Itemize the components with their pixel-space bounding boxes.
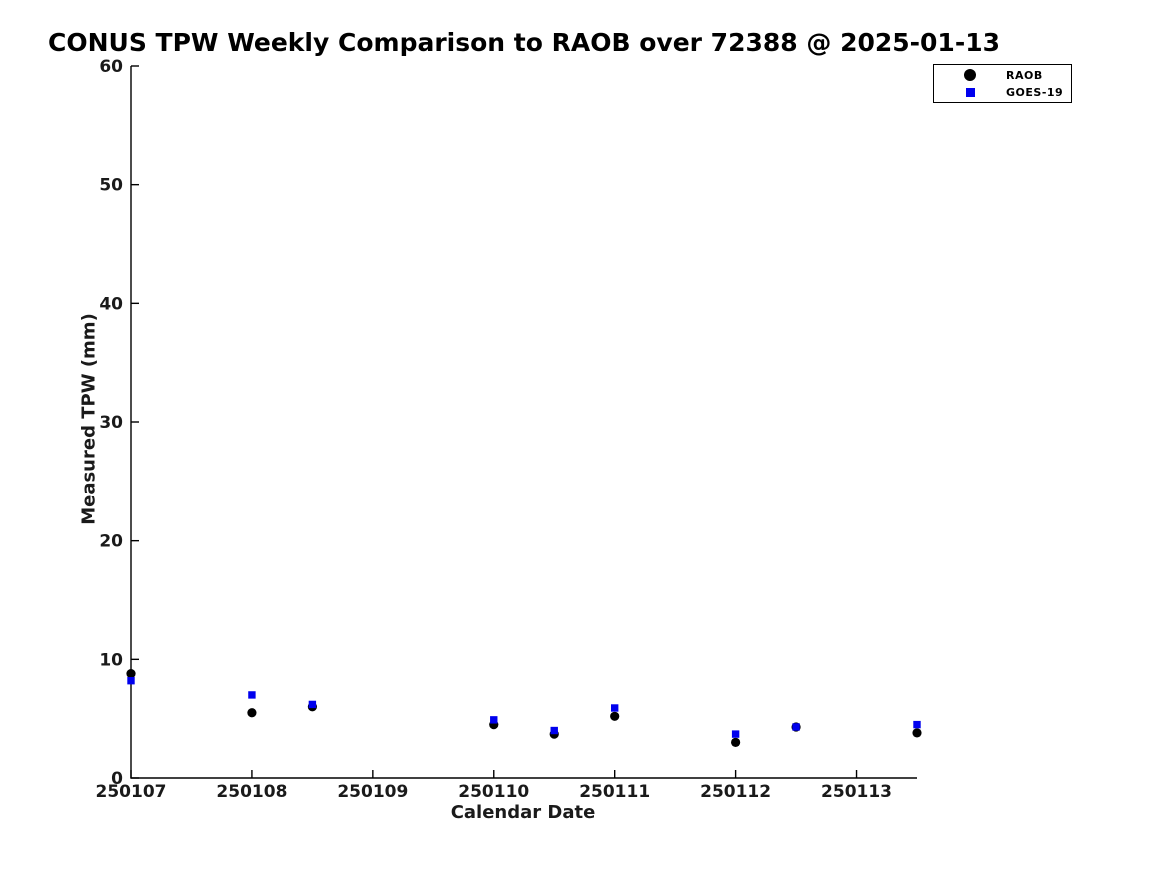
y-tick-label: 50 [99, 176, 123, 196]
legend-label-goes19: GOES-19 [1006, 85, 1064, 99]
raob-data-point [247, 708, 257, 718]
y-tick-label: 20 [99, 532, 123, 552]
legend-row-goes19: GOES-19 [934, 85, 1071, 99]
x-tick-label: 250112 [700, 782, 771, 802]
raob-data-point [610, 711, 620, 721]
goes-19-data-point [308, 700, 317, 709]
x-tick-label: 250109 [337, 782, 408, 802]
goes-19-data-point [792, 723, 800, 731]
y-tick-label: 60 [99, 57, 123, 77]
axis-spines [130, 66, 917, 779]
x-tick-label: 250113 [821, 782, 892, 802]
goes-19-data-point [610, 704, 619, 712]
x-tick-label: 250111 [579, 782, 650, 802]
chart-title: CONUS TPW Weekly Comparison to RAOB over… [48, 28, 1000, 57]
goes-19-data-point [490, 716, 498, 724]
legend-row-raob: RAOB [934, 68, 1071, 82]
y-tick-label: 40 [99, 294, 123, 314]
legend-marker-cell [934, 69, 1006, 81]
y-tick-label: 10 [99, 650, 123, 670]
legend-marker-cell [934, 87, 1006, 97]
x-tick-label: 250110 [458, 782, 529, 802]
legend-label-raob: RAOB [1006, 68, 1043, 82]
x-axis-label: Calendar Date [450, 802, 596, 823]
legend: RAOB GOES-19 [933, 64, 1072, 103]
goes19-square-icon [965, 87, 975, 97]
raob-data-point [912, 728, 922, 738]
goes-19-data-point [248, 691, 256, 699]
raob-circle-icon [964, 69, 976, 81]
raob-data-point [126, 668, 136, 679]
raob-data-point [731, 737, 741, 748]
goes-19-data-point [731, 730, 740, 738]
y-tick-label: 30 [99, 413, 123, 433]
goes-19-data-point [550, 726, 558, 735]
y-tick-label: 0 [111, 769, 123, 789]
goes-19-data-point [127, 676, 135, 685]
x-tick-label: 250107 [96, 782, 167, 802]
goes-19-data-point [913, 720, 921, 729]
x-tick-label: 250108 [216, 782, 287, 802]
